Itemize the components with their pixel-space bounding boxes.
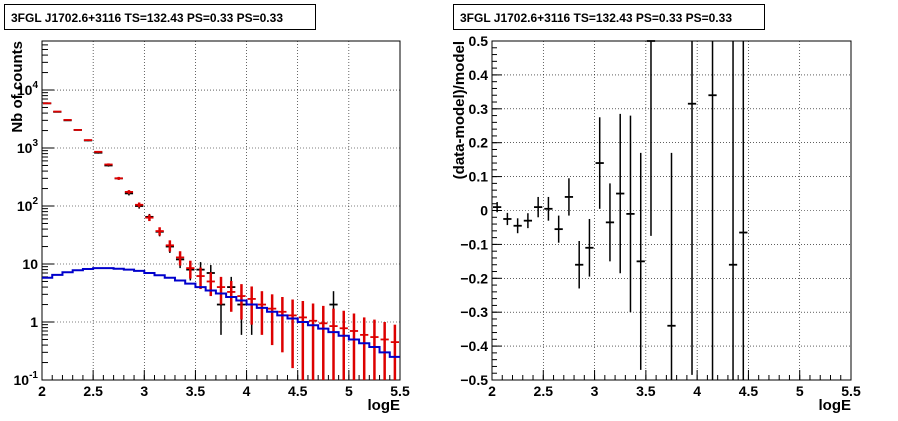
y-axis-title: (data-model)/model <box>451 41 468 179</box>
series-0 <box>493 40 748 380</box>
y-tick-label: −0.1 <box>460 236 488 252</box>
x-tick-label: 5 <box>796 383 804 399</box>
y-tick-label: −0.2 <box>460 270 488 286</box>
right-chart-title: 3FGL J1702.6+3116 TS=132.43 PS=0.33 PS=0… <box>453 4 765 30</box>
x-tick-label: 3 <box>591 383 599 399</box>
series-1 <box>43 102 399 380</box>
y-tick-label: −0.4 <box>460 338 488 354</box>
y-tick-label: 10-1 <box>14 370 39 388</box>
series-2 <box>42 267 400 358</box>
x-axis-title: logE <box>819 397 852 414</box>
x-axis-title: logE <box>368 397 401 414</box>
x-tick-label: 2 <box>488 383 496 399</box>
x-tick-label: 2 <box>38 383 46 399</box>
y-tick-label: 103 <box>17 138 39 156</box>
y-tick-label: −0.5 <box>460 372 488 388</box>
y-tick-label: 0 <box>480 203 488 219</box>
y-tick-label: 0.5 <box>469 33 489 49</box>
x-tick-label: 4.5 <box>739 383 759 399</box>
y-tick-label: 0.1 <box>469 169 489 185</box>
panel-counts: 2 2.5 3 3.5 4 4.5 5 5.5 10-1 1 10 102 103 104 logE Nb o… <box>9 40 410 414</box>
x-tick-label: 3 <box>140 383 148 399</box>
y-axis-title: Nb of counts <box>9 41 26 133</box>
plot-frame <box>41 40 401 381</box>
panel-residuals: 2 2.5 3 3.5 4 4.5 5 5.5 −0.5 −0.4 −0.3 −0.2 −0.1 0 0.1… <box>451 33 861 414</box>
x-tick-label: 5.5 <box>390 383 410 399</box>
left-chart-title: 3FGL J1702.6+3116 TS=132.43 PS=0.33 PS=0… <box>4 4 316 30</box>
y-tick-label: 0.2 <box>469 135 489 151</box>
y-tick-label: 1 <box>30 314 38 330</box>
x-tick-label: 3.5 <box>636 383 656 399</box>
y-tick-label: 0.3 <box>469 101 489 117</box>
y-tick-label: −0.3 <box>460 304 488 320</box>
x-tick-label: 2.5 <box>83 383 103 399</box>
x-tick-label: 4 <box>693 383 701 399</box>
x-tick-label: 4 <box>243 383 251 399</box>
x-tick-label: 3.5 <box>186 383 206 399</box>
x-tick-label: 5 <box>345 383 353 399</box>
x-tick-label: 2.5 <box>534 383 554 399</box>
y-tick-label: 0.4 <box>469 67 489 83</box>
x-tick-label: 5.5 <box>841 383 861 399</box>
y-tick-label: 102 <box>17 196 39 214</box>
x-tick-label: 4.5 <box>288 383 308 399</box>
y-tick-label: 104 <box>17 80 39 98</box>
y-tick-label: 10 <box>22 256 38 272</box>
model-step-line <box>42 267 400 358</box>
